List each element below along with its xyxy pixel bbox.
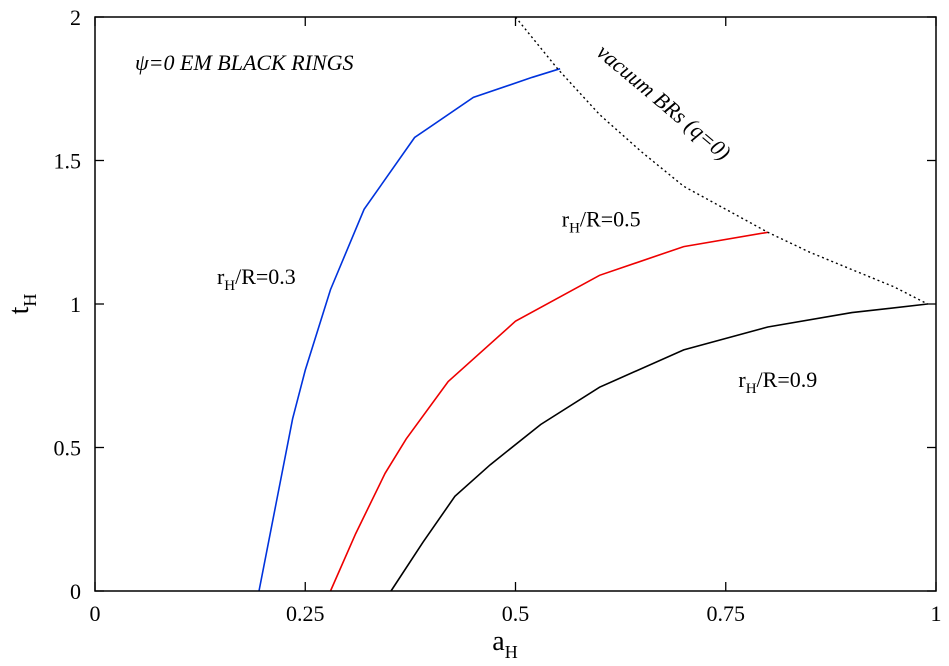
y-tick-label: 1.5 bbox=[54, 149, 82, 174]
y-tick-label: 2 bbox=[70, 5, 81, 30]
tick-layer: 0 0.25 0.5 0.75 1 0 0.5 1 1.5 2 bbox=[54, 5, 942, 626]
series-line-1 bbox=[329, 231, 768, 592]
x-axis-label: aH bbox=[492, 626, 517, 662]
x-tick-label: 0.75 bbox=[707, 601, 746, 626]
series-line-0 bbox=[258, 67, 561, 592]
series-layer bbox=[258, 16, 928, 592]
y-tick-label: 0 bbox=[70, 579, 81, 604]
x-tick-label: 1 bbox=[931, 601, 942, 626]
plot-frame bbox=[94, 16, 937, 592]
y-tick-label: 1 bbox=[70, 292, 81, 317]
series-line-2 bbox=[390, 303, 928, 592]
annotation-1: rH/R=0.5 bbox=[562, 207, 641, 237]
x-tick-label: 0 bbox=[90, 601, 101, 626]
annotation-0: rH/R=0.3 bbox=[217, 264, 296, 294]
annotation-2: rH/R=0.9 bbox=[738, 367, 817, 397]
annotation-layer: rH/R=0.3 rH/R=0.5 rH/R=0.9 vacuum BRs (q=0) bbox=[217, 39, 817, 397]
x-tick-label: 0.5 bbox=[502, 601, 530, 626]
y-tick-label: 0.5 bbox=[54, 436, 82, 461]
y-axis-label: tH bbox=[4, 294, 40, 315]
x-tick-label: 0.25 bbox=[286, 601, 325, 626]
annotation-3: vacuum BRs (q=0) bbox=[592, 39, 736, 165]
chart-title: ψ=0 EM BLACK RINGS bbox=[135, 50, 354, 75]
